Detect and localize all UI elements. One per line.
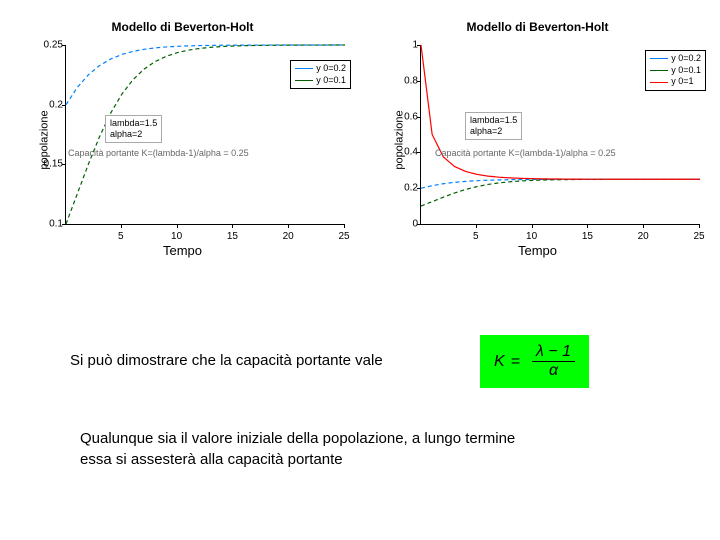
legend-swatch xyxy=(650,82,668,83)
chart-right-title: Modello di Beverton-Holt xyxy=(467,20,609,34)
param-lambda: lambda=1.5 xyxy=(110,118,157,129)
legend-swatch xyxy=(650,70,668,71)
formula-denominator: α xyxy=(545,362,562,380)
legend-swatch xyxy=(650,58,668,59)
x-tick-label: 10 xyxy=(526,231,537,242)
legend-label: y 0=0.1 xyxy=(671,65,701,77)
x-tick-label: 5 xyxy=(118,231,124,242)
legend-label: y 0=0.1 xyxy=(316,75,346,87)
y-tick-label: 0.8 xyxy=(390,75,418,86)
conclusion-line2: essa si assesterà alla capacità portante xyxy=(80,451,343,468)
x-tick-label: 5 xyxy=(473,231,479,242)
demonstration-text: Si può dimostrare che la capacità portan… xyxy=(70,350,383,371)
series-line xyxy=(421,179,700,188)
legend: y 0=0.2y 0=0.1 xyxy=(290,60,351,89)
chart-right-panel: Modello di Beverton-Holt popolazione Tem… xyxy=(365,20,710,260)
params-box: lambda=1.5alpha=2 xyxy=(465,112,522,140)
x-tick-label: 10 xyxy=(171,231,182,242)
chart-left-title: Modello di Beverton-Holt xyxy=(112,20,254,34)
y-tick-label: 0.2 xyxy=(35,99,63,110)
y-tick-label: 1 xyxy=(390,40,418,51)
legend-row: y 0=1 xyxy=(650,76,701,88)
legend-label: y 0=0.2 xyxy=(316,63,346,75)
legend-swatch xyxy=(295,80,313,81)
legend-swatch xyxy=(295,68,313,69)
capacity-text: Capacità portante K=(lambda-1)/alpha = 0… xyxy=(68,148,249,158)
param-alpha: alpha=2 xyxy=(470,126,517,137)
y-tick-label: 0.2 xyxy=(390,183,418,194)
conclusion-text: Qualunque sia il valore iniziale della p… xyxy=(80,428,515,470)
formula-numerator: λ − 1 xyxy=(532,343,575,362)
chart-left-panel: Modello di Beverton-Holt popolazione Tem… xyxy=(10,20,355,260)
y-tick-label: 0.15 xyxy=(35,159,63,170)
x-tick-label: 25 xyxy=(693,231,704,242)
param-lambda: lambda=1.5 xyxy=(470,115,517,126)
x-tick-label: 25 xyxy=(338,231,349,242)
y-tick-label: 0.25 xyxy=(35,40,63,51)
x-tick-label: 20 xyxy=(283,231,294,242)
chart-right-xlabel: Tempo xyxy=(518,243,557,258)
legend-row: y 0=0.1 xyxy=(650,65,701,77)
y-tick-label: 0 xyxy=(390,219,418,230)
params-box: lambda=1.5alpha=2 xyxy=(105,115,162,143)
legend: y 0=0.2y 0=0.1y 0=1 xyxy=(645,50,706,91)
legend-row: y 0=0.1 xyxy=(295,75,346,87)
y-tick-label: 0.6 xyxy=(390,111,418,122)
formula-lhs: K xyxy=(494,353,505,371)
legend-row: y 0=0.2 xyxy=(295,63,346,75)
y-tick-label: 0.1 xyxy=(35,219,63,230)
x-tick-label: 20 xyxy=(638,231,649,242)
capacity-formula: K = λ − 1 α xyxy=(480,335,589,388)
series-line xyxy=(421,179,700,206)
y-tick-label: 0.4 xyxy=(390,147,418,158)
legend-label: y 0=1 xyxy=(671,76,693,88)
chart-left-xlabel: Tempo xyxy=(163,243,202,258)
x-tick-label: 15 xyxy=(227,231,238,242)
conclusion-line1: Qualunque sia il valore iniziale della p… xyxy=(80,430,515,447)
param-alpha: alpha=2 xyxy=(110,129,157,140)
legend-row: y 0=0.2 xyxy=(650,53,701,65)
capacity-text: Capacità portante K=(lambda-1)/alpha = 0… xyxy=(435,148,616,158)
x-tick-label: 15 xyxy=(582,231,593,242)
legend-label: y 0=0.2 xyxy=(671,53,701,65)
